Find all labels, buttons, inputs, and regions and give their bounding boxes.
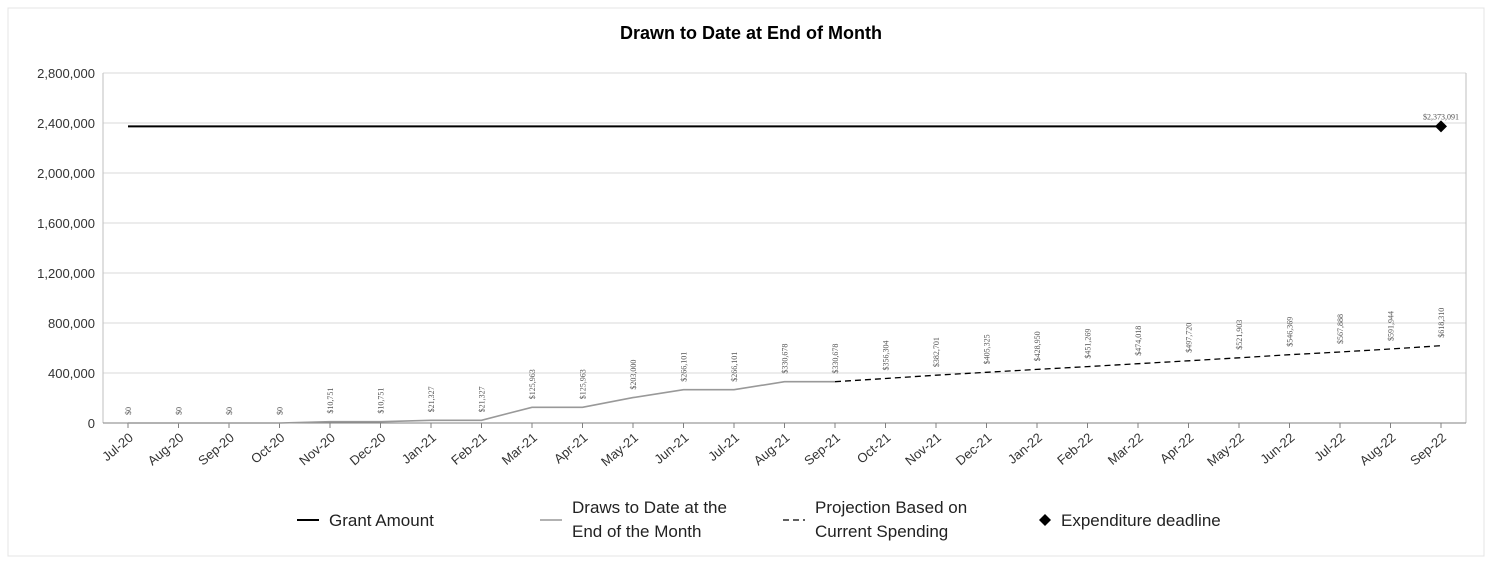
- expenditure-deadline-marker: [1435, 120, 1447, 133]
- x-tick-label: Aug-20: [145, 430, 187, 468]
- y-tick-label: 2,400,000: [37, 116, 95, 131]
- x-tick-label: Sep-22: [1407, 430, 1449, 468]
- data-label: $546,369: [1286, 317, 1295, 347]
- x-tick-label: Jan-21: [399, 430, 439, 467]
- legend-label: Draws to Date at the: [572, 498, 727, 517]
- x-tick-label: Nov-20: [296, 430, 338, 468]
- data-label: $266,101: [730, 352, 739, 382]
- legend-label: Grant Amount: [329, 511, 434, 530]
- x-tick-label: Jul-20: [99, 430, 136, 464]
- axes: [7, 7, 1485, 557]
- x-tick-label: Jan-22: [1005, 430, 1045, 467]
- data-label: $521,903: [1235, 320, 1244, 350]
- x-tick-label: Nov-21: [902, 430, 944, 468]
- x-tick-label: Feb-22: [1054, 430, 1095, 468]
- x-tick-label: Mar-22: [1105, 430, 1146, 468]
- x-tick-label: Jun-22: [1257, 430, 1297, 467]
- x-tick-label: Oct-20: [248, 430, 288, 467]
- x-tick-label: May-21: [598, 430, 641, 469]
- data-label: $21,327: [478, 386, 487, 412]
- data-label: $10,751: [377, 388, 386, 414]
- x-tick-label: Sep-21: [801, 430, 843, 468]
- data-label: $567,888: [1336, 314, 1345, 344]
- x-tick-label: Feb-21: [448, 430, 489, 468]
- y-tick-label: 1,600,000: [37, 216, 95, 231]
- data-label: $428,950: [1033, 331, 1042, 361]
- x-tick-label: Aug-21: [751, 430, 793, 468]
- legend-swatch: [1039, 514, 1051, 526]
- legend-label: Projection Based on: [815, 498, 967, 517]
- legend-item: Expenditure deadline: [1039, 511, 1221, 530]
- data-label: $330,678: [831, 344, 840, 374]
- data-label: $405,325: [983, 334, 992, 364]
- y-tick-label: 2,800,000: [37, 66, 95, 81]
- data-label: $21,327: [427, 386, 436, 412]
- y-tick-label: 1,200,000: [37, 266, 95, 281]
- data-label: $0: [124, 407, 133, 415]
- y-tick-label: 0: [88, 416, 95, 431]
- x-tick-label: Jul-22: [1311, 430, 1348, 464]
- chart-title: Drawn to Date at End of Month: [620, 23, 882, 43]
- x-tick-label: Dec-20: [347, 430, 389, 468]
- series-line-draws-to-date: [128, 380, 835, 424]
- data-label: $203,000: [629, 360, 638, 390]
- x-tick-label: May-22: [1204, 430, 1247, 469]
- y-axis-ticks: 0 400,000 800,000 1,200,000 1,600,000 2,000,0…: [37, 66, 95, 431]
- gridlines: [103, 72, 1466, 374]
- legend-label: Current Spending: [815, 522, 948, 541]
- data-label: $125,963: [579, 369, 588, 399]
- data-labels: $0 $0 $0 $0 $10,751 $10,751 $21,327 $21,327 $125…: [124, 112, 1459, 415]
- data-label: $382,701: [932, 337, 941, 367]
- x-tick-label: Apr-21: [551, 430, 591, 467]
- data-label: $497,720: [1185, 323, 1194, 353]
- y-tick-label: 800,000: [48, 316, 95, 331]
- legend-label: End of the Month: [572, 522, 701, 541]
- series-line-projection: [834, 345, 1442, 383]
- x-axis-ticks: Jul-20 Aug-20 Sep-20 Oct-20 Nov-20 Dec-20 Jan-…: [99, 423, 1449, 469]
- data-label: $618,310: [1437, 308, 1446, 338]
- data-label: $356,304: [882, 340, 891, 370]
- y-tick-label: 2,000,000: [37, 166, 95, 181]
- data-label: $266,101: [680, 352, 689, 382]
- x-tick-label: Oct-21: [854, 430, 894, 467]
- data-label: $330,678: [781, 344, 790, 374]
- series-layer: [128, 120, 1447, 424]
- y-tick-label: 400,000: [48, 366, 95, 381]
- legend-item: Draws to Date at the End of the Month: [540, 498, 727, 541]
- x-tick-label: Jun-21: [651, 430, 691, 467]
- data-label: $0: [225, 407, 234, 415]
- data-label: $591,944: [1387, 311, 1396, 341]
- x-tick-label: Apr-22: [1157, 430, 1197, 467]
- x-tick-label: Jul-21: [705, 430, 742, 464]
- data-label: $451,269: [1084, 329, 1093, 359]
- x-tick-label: Mar-21: [499, 430, 540, 468]
- legend: Grant Amount Draws to Date at the End of t…: [297, 498, 1221, 541]
- x-tick-label: Sep-20: [195, 430, 237, 468]
- legend-item: Grant Amount: [297, 511, 434, 530]
- legend-label: Expenditure deadline: [1061, 511, 1221, 530]
- legend-item: Projection Based on Current Spending: [783, 498, 967, 541]
- data-label: $125,963: [528, 369, 537, 399]
- data-label: $10,751: [326, 388, 335, 414]
- data-label: $474,018: [1134, 326, 1143, 356]
- data-label: $2,373,091: [1423, 112, 1459, 121]
- x-tick-label: Dec-21: [953, 430, 995, 468]
- data-label: $0: [276, 407, 285, 415]
- data-label: $0: [175, 407, 184, 415]
- x-tick-label: Aug-22: [1357, 430, 1399, 468]
- chart-frame: [7, 7, 1485, 557]
